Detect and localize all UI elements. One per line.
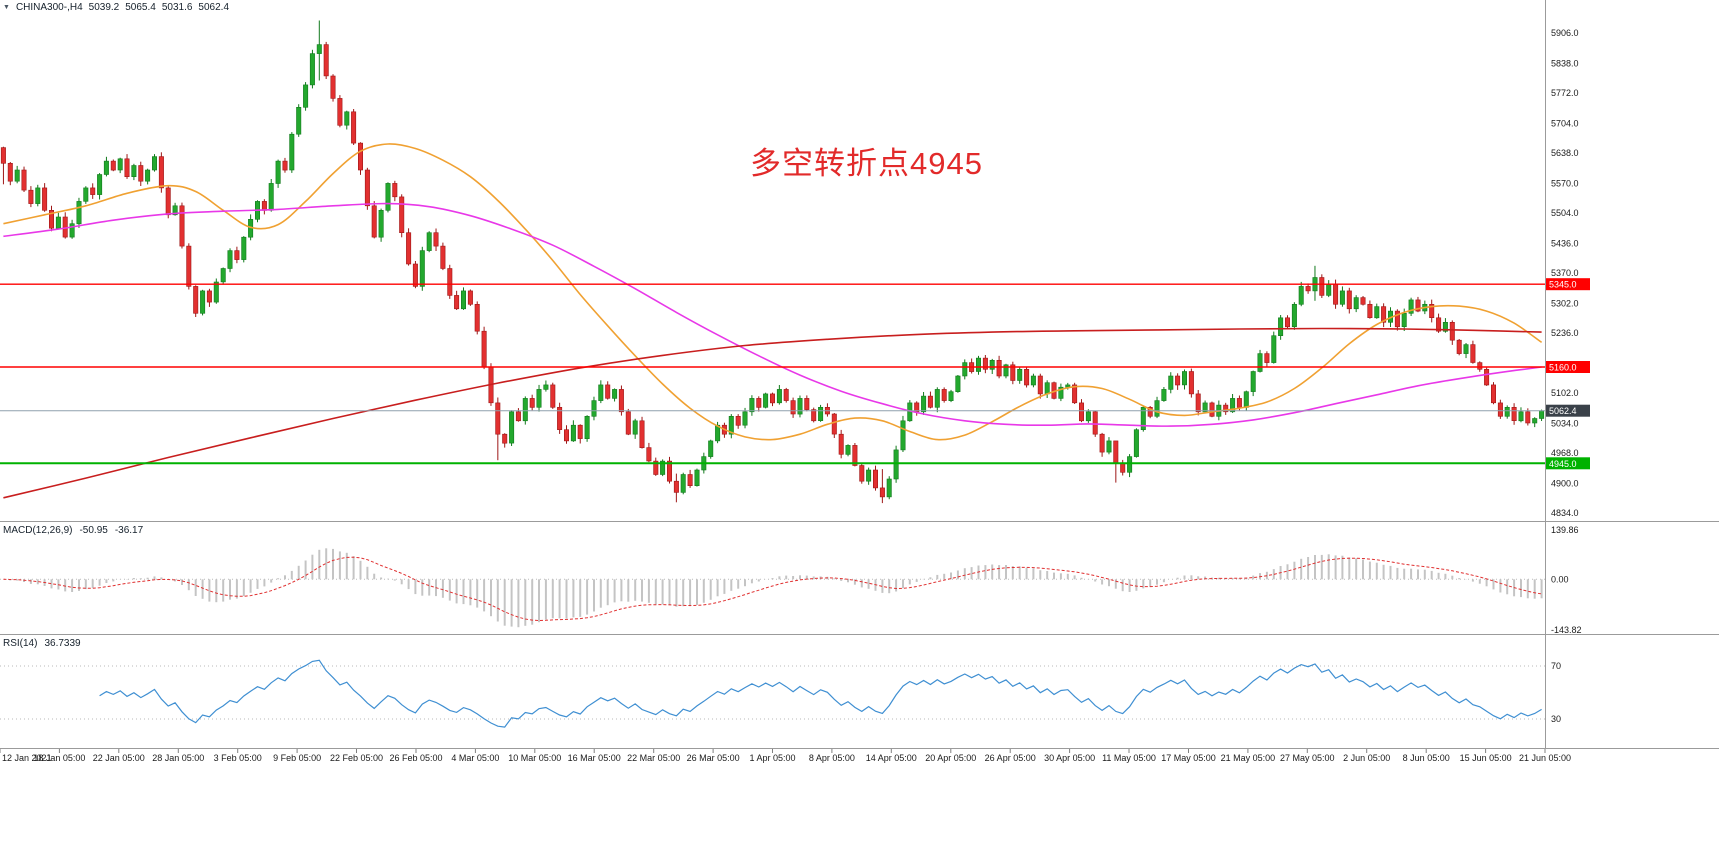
svg-text:5504.0: 5504.0 bbox=[1551, 208, 1579, 218]
price-badge-5345: 5345.0 bbox=[1546, 278, 1590, 291]
ma-mid-magenta bbox=[3, 202, 1542, 427]
trend-annotation[interactable]: 多空转折点4945 bbox=[750, 146, 983, 181]
date-label: 8 Jun 05:00 bbox=[1403, 753, 1450, 763]
svg-text:5772.0: 5772.0 bbox=[1551, 88, 1579, 98]
rsi-value: 36.7339 bbox=[44, 638, 81, 649]
date-label: 3 Feb 05:00 bbox=[214, 753, 262, 763]
date-label: 2 Jun 05:00 bbox=[1343, 753, 1390, 763]
date-label: 30 Apr 05:00 bbox=[1044, 753, 1095, 763]
svg-text:5345.0: 5345.0 bbox=[1549, 280, 1577, 290]
date-label: 22 Mar 05:00 bbox=[627, 753, 680, 763]
svg-text:5236.0: 5236.0 bbox=[1551, 328, 1579, 338]
macd-indicator-label: MACD(12,26,9) bbox=[3, 525, 73, 536]
chart-marker-icon: ▼ bbox=[3, 3, 10, 11]
svg-text:4834.0: 4834.0 bbox=[1551, 508, 1579, 518]
price-badge-4945: 4945.0 bbox=[1546, 457, 1590, 470]
svg-text:5062.4: 5062.4 bbox=[1549, 406, 1577, 416]
price-axis[interactable]: 5906.0 5838.0 5772.0 5704.0 5638.0 5570.0 5504… bbox=[1551, 28, 1582, 724]
ohlc-open: 5039.2 bbox=[88, 2, 120, 13]
svg-text:4900.0: 4900.0 bbox=[1551, 478, 1579, 488]
svg-text:5102.0: 5102.0 bbox=[1551, 388, 1579, 398]
date-label: 12 Jan 2021 bbox=[2, 753, 52, 763]
rsi-panel-label: RSI(14) 36.7339 bbox=[3, 638, 81, 649]
rsi-line bbox=[99, 659, 1542, 728]
price-badge-5160: 5160.0 bbox=[1546, 361, 1590, 373]
date-label: 14 Apr 05:00 bbox=[866, 753, 917, 763]
panel-borders bbox=[0, 0, 1719, 749]
date-label: 27 May 05:00 bbox=[1280, 753, 1335, 763]
symbol-period-label: CHINA300-,H4 bbox=[15, 2, 83, 13]
svg-text:5160.0: 5160.0 bbox=[1549, 363, 1577, 373]
ohlc-high: 5065.4 bbox=[125, 2, 156, 13]
svg-text:4945.0: 4945.0 bbox=[1549, 459, 1577, 469]
ma-slow-red bbox=[3, 327, 1542, 499]
date-label: 26 Mar 05:00 bbox=[687, 753, 740, 763]
rsi-indicator-label: RSI(14) bbox=[3, 638, 38, 649]
ma-fast-orange bbox=[3, 143, 1543, 441]
svg-text:5570.0: 5570.0 bbox=[1551, 178, 1579, 188]
svg-text:5638.0: 5638.0 bbox=[1551, 148, 1579, 158]
ohlc-close: 5062.4 bbox=[198, 2, 230, 13]
svg-text:4968.0: 4968.0 bbox=[1551, 448, 1579, 458]
macd-panel-label: MACD(12,26,9) -50.95 -36.17 bbox=[3, 525, 143, 536]
svg-text:5370.0: 5370.0 bbox=[1551, 268, 1579, 278]
svg-text:5436.0: 5436.0 bbox=[1551, 238, 1579, 248]
svg-text:5034.0: 5034.0 bbox=[1551, 418, 1579, 428]
date-label: 9 Feb 05:00 bbox=[273, 753, 321, 763]
svg-text:30: 30 bbox=[1551, 714, 1561, 724]
date-label: 16 Mar 05:00 bbox=[568, 753, 621, 763]
macd-histogram bbox=[9, 548, 1543, 628]
date-label: 4 Mar 05:00 bbox=[451, 753, 499, 763]
date-label: 8 Apr 05:00 bbox=[809, 753, 855, 763]
date-label: 21 Jun 05:00 bbox=[1519, 753, 1571, 763]
candlestick-series[interactable] bbox=[0, 20, 1545, 504]
svg-text:5906.0: 5906.0 bbox=[1551, 28, 1579, 38]
date-label: 22 Jan 05:00 bbox=[93, 753, 145, 763]
date-label: 20 Apr 05:00 bbox=[925, 753, 976, 763]
date-label: 11 May 05:00 bbox=[1102, 753, 1156, 763]
date-label: 1 Apr 05:00 bbox=[749, 753, 795, 763]
svg-text:70: 70 bbox=[1551, 661, 1561, 671]
date-label: 26 Feb 05:00 bbox=[389, 753, 442, 763]
date-label: 26 Apr 05:00 bbox=[985, 753, 1036, 763]
date-label: 17 May 05:00 bbox=[1161, 753, 1216, 763]
svg-text:5302.0: 5302.0 bbox=[1551, 298, 1579, 308]
date-label: 18 Jan 05:00 bbox=[33, 753, 85, 763]
date-label: 22 Feb 05:00 bbox=[330, 753, 383, 763]
date-label: 28 Jan 05:00 bbox=[152, 753, 204, 763]
current-price-badge: 5062.4 bbox=[1546, 404, 1590, 417]
date-label: 10 Mar 05:00 bbox=[508, 753, 561, 763]
svg-text:-143.82: -143.82 bbox=[1551, 625, 1582, 635]
svg-text:0.00: 0.00 bbox=[1551, 574, 1569, 584]
macd-main-value: -50.95 bbox=[79, 525, 108, 536]
svg-text:5838.0: 5838.0 bbox=[1551, 58, 1579, 68]
date-label: 21 May 05:00 bbox=[1221, 753, 1276, 763]
symbol-header: ▼ CHINA300-,H4 5039.2 5065.4 5031.6 5062… bbox=[3, 2, 229, 13]
svg-text:5704.0: 5704.0 bbox=[1551, 118, 1579, 128]
date-label: 15 Jun 05:00 bbox=[1460, 753, 1512, 763]
svg-text:139.86: 139.86 bbox=[1551, 525, 1579, 535]
ohlc-low: 5031.6 bbox=[161, 2, 193, 13]
macd-signal-line bbox=[3, 556, 1542, 622]
macd-signal-value: -36.17 bbox=[114, 525, 144, 536]
